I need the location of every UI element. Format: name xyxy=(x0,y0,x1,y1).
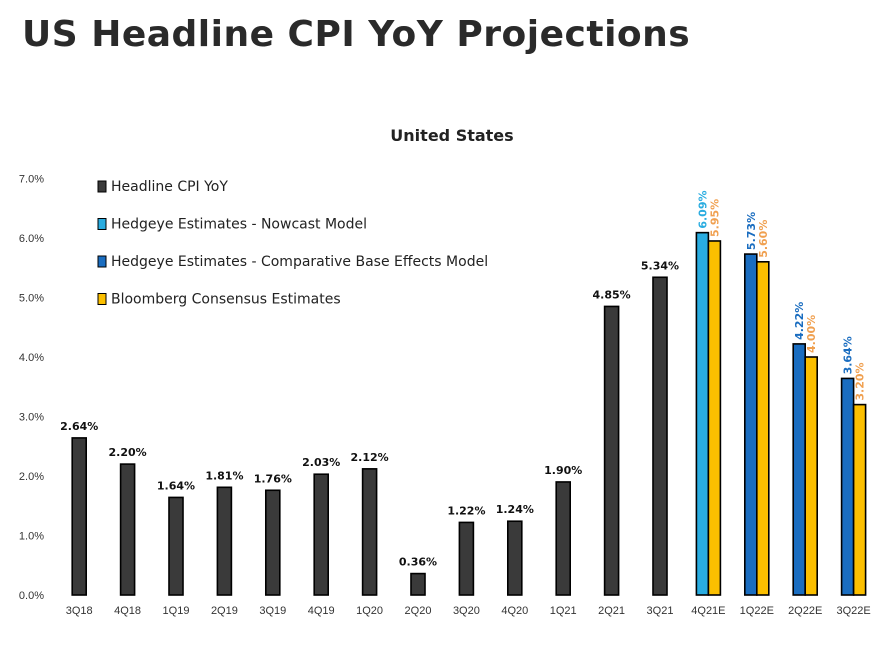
data-label: 0.36% xyxy=(399,556,437,569)
y-tick-label: 3.0% xyxy=(19,412,44,424)
bar-4q18 xyxy=(119,463,136,596)
y-tick-label: 7.0% xyxy=(19,174,44,186)
x-tick-label: 1Q22E xyxy=(740,605,774,617)
y-tick-label: 5.0% xyxy=(19,293,44,305)
x-tick-label: 2Q19 xyxy=(211,605,238,617)
y-tick-label: 2.0% xyxy=(19,471,44,483)
x-tick-label: 3Q19 xyxy=(259,605,286,617)
x-tick-label: 4Q21E xyxy=(691,605,725,617)
legend-label: Headline CPI YoY xyxy=(111,179,228,195)
x-tick-label: 3Q20 xyxy=(453,605,480,617)
legend-swatch xyxy=(97,255,107,268)
data-label: 4.22% xyxy=(793,302,806,340)
data-label: 4.00% xyxy=(805,315,818,353)
x-tick-label: 3Q18 xyxy=(66,605,93,617)
data-label: 2.20% xyxy=(109,446,147,459)
data-label: 1.24% xyxy=(496,503,534,516)
data-label: 5.95% xyxy=(708,199,721,237)
data-label: 2.03% xyxy=(302,456,340,469)
x-tick-label: 2Q21 xyxy=(598,605,625,617)
data-label: 5.73% xyxy=(745,212,758,250)
data-label: 5.60% xyxy=(757,220,770,258)
bar-3q19 xyxy=(264,489,281,596)
legend-swatch xyxy=(97,293,107,305)
data-label: 1.81% xyxy=(205,469,243,482)
y-tick-label: 6.0% xyxy=(19,233,44,245)
bar-1q20 xyxy=(361,468,378,596)
x-tick-label: 4Q19 xyxy=(308,605,335,617)
x-tick-label: 2Q20 xyxy=(405,605,432,617)
bar-1q22e xyxy=(743,253,758,596)
bar-4q21e xyxy=(695,231,710,596)
legend-label: Hedgeye Estimates - Comparative Base Eff… xyxy=(111,254,488,270)
bar-4q19 xyxy=(313,473,330,596)
data-label: 1.76% xyxy=(254,472,292,485)
x-axis: 3Q18 4Q18 1Q19 2Q19 3Q19 4Q19 1Q20 2Q20 3Q20 4Q20… xyxy=(66,605,871,617)
bar-4q21e xyxy=(707,240,722,596)
legend-label: Bloomberg Consensus Estimates xyxy=(111,292,341,308)
data-label: 1.90% xyxy=(544,464,582,477)
bar-2q21 xyxy=(603,305,620,596)
y-tick-label: 0.0% xyxy=(19,590,44,602)
bar-3q18 xyxy=(71,437,87,596)
legend-swatch xyxy=(97,218,107,230)
data-label: 3.64% xyxy=(842,336,855,374)
data-label: 2.64% xyxy=(60,420,98,433)
bar-1q19 xyxy=(168,496,184,596)
legend-label: Hedgeye Estimates - Nowcast Model xyxy=(111,217,367,233)
bar-1q21 xyxy=(555,481,572,596)
y-tick-label: 1.0% xyxy=(19,531,44,543)
y-tick-label: 4.0% xyxy=(19,352,44,364)
legend-swatch xyxy=(97,180,107,193)
bars-layer xyxy=(71,231,867,596)
bar-2q19 xyxy=(216,486,233,596)
page-title: US Headline CPI YoY Projections xyxy=(22,14,691,55)
data-labels-layer: 2.64% 2.20% 1.64% 1.81% 1.76% 2.03% 2.12% 0.36%… xyxy=(60,190,866,568)
data-label: 1.64% xyxy=(157,479,195,492)
x-tick-label: 1Q21 xyxy=(550,605,577,617)
x-tick-label: 4Q18 xyxy=(114,605,141,617)
bar-3q22e xyxy=(852,403,867,596)
bar-4q20 xyxy=(506,520,523,596)
chart-title: United States xyxy=(390,126,513,145)
bar-2q22e xyxy=(804,356,819,596)
x-tick-label: 2Q22E xyxy=(788,605,822,617)
legend: Headline CPI YoY Hedgeye Estimates - Nowc… xyxy=(97,179,488,308)
bar-2q22e xyxy=(792,343,807,596)
x-tick-label: 3Q22E xyxy=(836,605,870,617)
data-label: 2.12% xyxy=(351,451,389,464)
data-label: 6.09% xyxy=(696,190,709,228)
x-tick-label: 1Q19 xyxy=(163,605,190,617)
x-tick-label: 3Q21 xyxy=(647,605,674,617)
bar-3q21 xyxy=(652,276,668,596)
bar-2q20 xyxy=(410,572,426,596)
bar-3q22e xyxy=(840,377,855,596)
x-tick-label: 1Q20 xyxy=(356,605,383,617)
data-label: 5.34% xyxy=(641,259,679,272)
data-label: 3.20% xyxy=(854,362,867,400)
bar-3q20 xyxy=(458,521,475,596)
data-label: 4.85% xyxy=(593,288,631,301)
bar-1q22e xyxy=(755,260,770,596)
y-axis: 0.0% 1.0% 2.0% 3.0% 4.0% 5.0% 6.0% 7.0% xyxy=(19,174,44,603)
x-tick-label: 4Q20 xyxy=(501,605,528,617)
data-label: 1.22% xyxy=(447,504,485,517)
